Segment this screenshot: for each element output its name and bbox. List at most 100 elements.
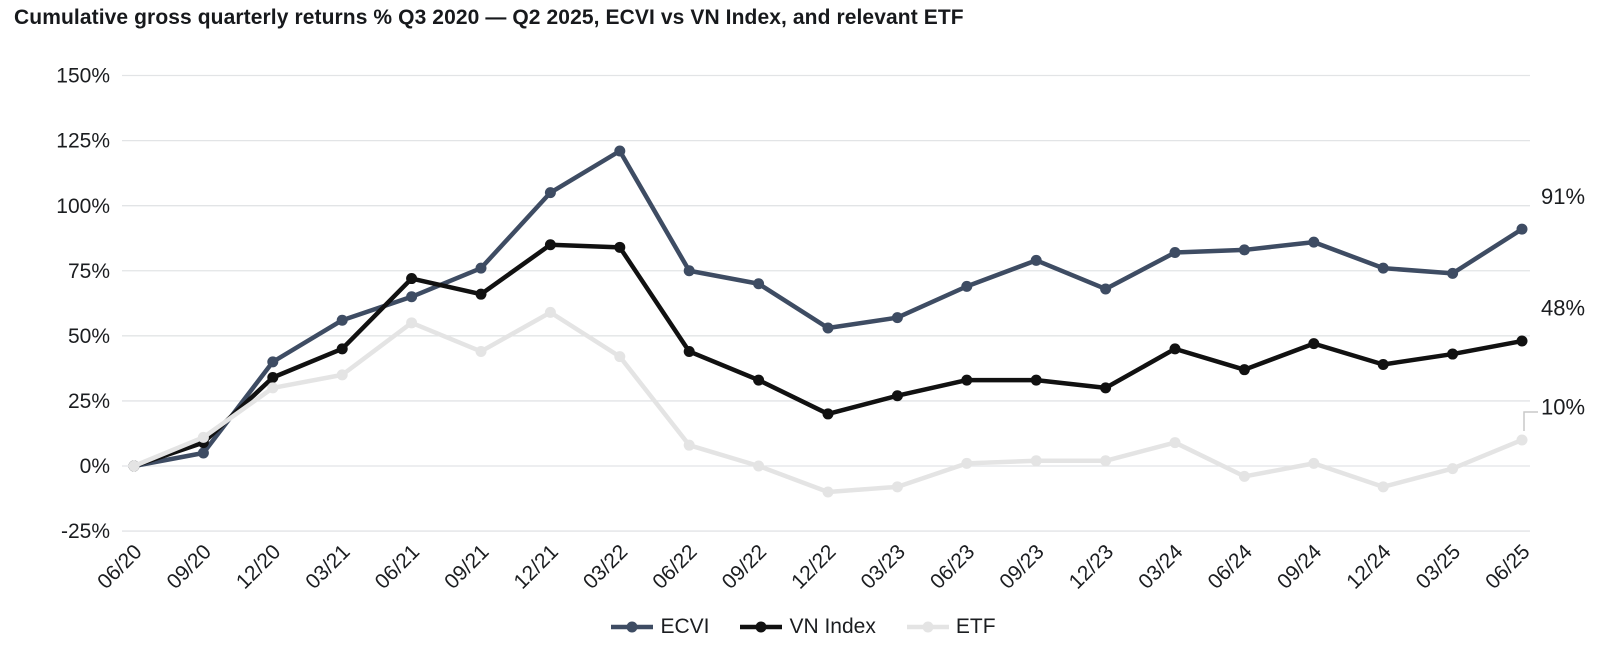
series-etf-point xyxy=(267,382,279,394)
series-vn-index-point xyxy=(1447,348,1459,360)
series-ecvi-point xyxy=(753,278,765,290)
series-etf-point xyxy=(961,457,973,469)
end-label-callout-line xyxy=(1523,411,1538,431)
legend-marker-etf-icon xyxy=(906,621,949,633)
series-etf-point xyxy=(475,345,487,357)
x-tick-label: 03/22 xyxy=(579,540,632,593)
series-ecvi-point xyxy=(683,265,695,277)
x-tick-label: 03/21 xyxy=(301,540,354,593)
series-etf-point xyxy=(753,460,765,472)
x-tick-label: 12/24 xyxy=(1342,540,1396,594)
series-vn-index-point xyxy=(614,241,626,253)
series-ecvi-point xyxy=(475,262,487,274)
series-vn-index-point xyxy=(267,371,279,383)
series-etf-point xyxy=(1169,437,1181,449)
series-ecvi-point xyxy=(822,322,834,334)
series-etf-point xyxy=(1100,455,1112,467)
x-tick-label: 09/23 xyxy=(995,540,1048,593)
legend-marker-vn-index-icon xyxy=(740,621,783,633)
series-etf-point xyxy=(197,431,209,443)
series-vn-index-point xyxy=(544,239,556,251)
series-vn-index-point xyxy=(1238,364,1250,376)
x-tick-label: 06/24 xyxy=(1204,540,1258,594)
series-ecvi-point xyxy=(1238,244,1250,256)
y-tick-label: 25% xyxy=(68,390,110,413)
series-vn-index-point xyxy=(1030,374,1042,386)
y-tick-label: 50% xyxy=(68,325,110,348)
series-etf-point xyxy=(1308,457,1320,469)
series-ecvi xyxy=(128,145,1528,472)
series-ecvi-point xyxy=(406,291,418,303)
series-vn-index-point xyxy=(1516,335,1528,347)
series-ecvi-point xyxy=(1100,283,1112,295)
legend-label-vn-index: VN Index xyxy=(789,615,876,638)
series-etf-point xyxy=(683,439,695,451)
series-ecvi-point xyxy=(267,356,279,368)
series-vn-index-point xyxy=(1377,358,1389,370)
legend-item-ecvi: ECVI xyxy=(610,615,709,639)
y-tick-label: -25% xyxy=(61,520,110,543)
x-tick-label: 03/25 xyxy=(1412,540,1465,593)
x-tick-label: 12/22 xyxy=(787,540,840,593)
series-etf-point xyxy=(128,460,140,472)
x-tick-label: 09/24 xyxy=(1273,540,1327,594)
x-tick-label: 09/22 xyxy=(718,540,771,593)
y-tick-label: 125% xyxy=(56,130,110,153)
series-etf-point xyxy=(544,306,556,318)
x-tick-label: 12/20 xyxy=(232,540,285,593)
chart-legend: ECVI VN Index ETF xyxy=(0,615,1606,639)
y-tick-label: 0% xyxy=(80,455,110,478)
x-tick-label: 03/24 xyxy=(1134,540,1188,594)
series-etf xyxy=(128,306,1528,498)
series-etf-point xyxy=(1030,455,1042,467)
series-ecvi-point xyxy=(614,145,626,157)
series-etf-point xyxy=(1516,434,1528,446)
legend-item-etf: ETF xyxy=(906,615,996,639)
series-etf-point xyxy=(614,351,626,363)
legend-label-ecvi: ECVI xyxy=(660,615,710,638)
x-tick-label: 12/23 xyxy=(1065,540,1118,593)
x-tick-label: 09/21 xyxy=(440,540,493,593)
legend-item-vn-index: VN Index xyxy=(739,615,876,639)
chart-title: Cumulative gross quarterly returns % Q3 … xyxy=(14,6,964,29)
series-ecvi-point xyxy=(197,447,209,459)
series-ecvi-point xyxy=(961,280,973,292)
series-vn-index-point xyxy=(406,273,418,285)
series-vn-index-point xyxy=(683,345,695,357)
legend-label-etf: ETF xyxy=(955,615,996,638)
x-tick-label: 06/21 xyxy=(371,540,424,593)
series-etf-point xyxy=(1238,470,1250,482)
series-etf-point xyxy=(1447,463,1459,475)
series-ecvi-point xyxy=(336,314,348,326)
end-value-label: 10% xyxy=(1541,395,1585,420)
y-tick-label: 75% xyxy=(68,260,110,283)
series-etf-point xyxy=(1377,481,1389,493)
series-vn-index-point xyxy=(961,374,973,386)
end-value-label: 48% xyxy=(1541,296,1585,321)
series-ecvi-point xyxy=(1030,254,1042,266)
series-ecvi-point xyxy=(1516,223,1528,235)
x-tick-label: 09/20 xyxy=(163,540,216,593)
series-vn-index-line xyxy=(131,242,1525,469)
y-tick-label: 100% xyxy=(56,195,110,218)
x-tick-label: 12/21 xyxy=(510,540,563,593)
series-ecvi-point xyxy=(891,312,903,324)
end-value-label: 91% xyxy=(1541,184,1585,209)
x-tick-label: 06/20 xyxy=(93,540,146,593)
series-etf-point xyxy=(822,486,834,498)
series-vn-index-point xyxy=(336,343,348,355)
series-vn-index-point xyxy=(475,288,487,300)
series-vn-index-point xyxy=(1100,382,1112,394)
series-vn-index-point xyxy=(822,408,834,420)
series-ecvi-point xyxy=(1447,267,1459,279)
legend-marker-ecvi-icon xyxy=(611,621,654,633)
end-value-labels: 91% 48% 10% xyxy=(1523,184,1585,431)
x-tick-label: 06/22 xyxy=(648,540,701,593)
x-tick-label: 06/23 xyxy=(926,540,979,593)
series-vn-index-point xyxy=(1169,343,1181,355)
series-ecvi-point xyxy=(1169,247,1181,259)
x-axis-labels: 06/20 09/20 12/20 03/21 06/21 09/21 12/21 03/22… xyxy=(93,540,1534,594)
series-etf-point xyxy=(891,481,903,493)
series-vn-index xyxy=(128,239,1528,472)
